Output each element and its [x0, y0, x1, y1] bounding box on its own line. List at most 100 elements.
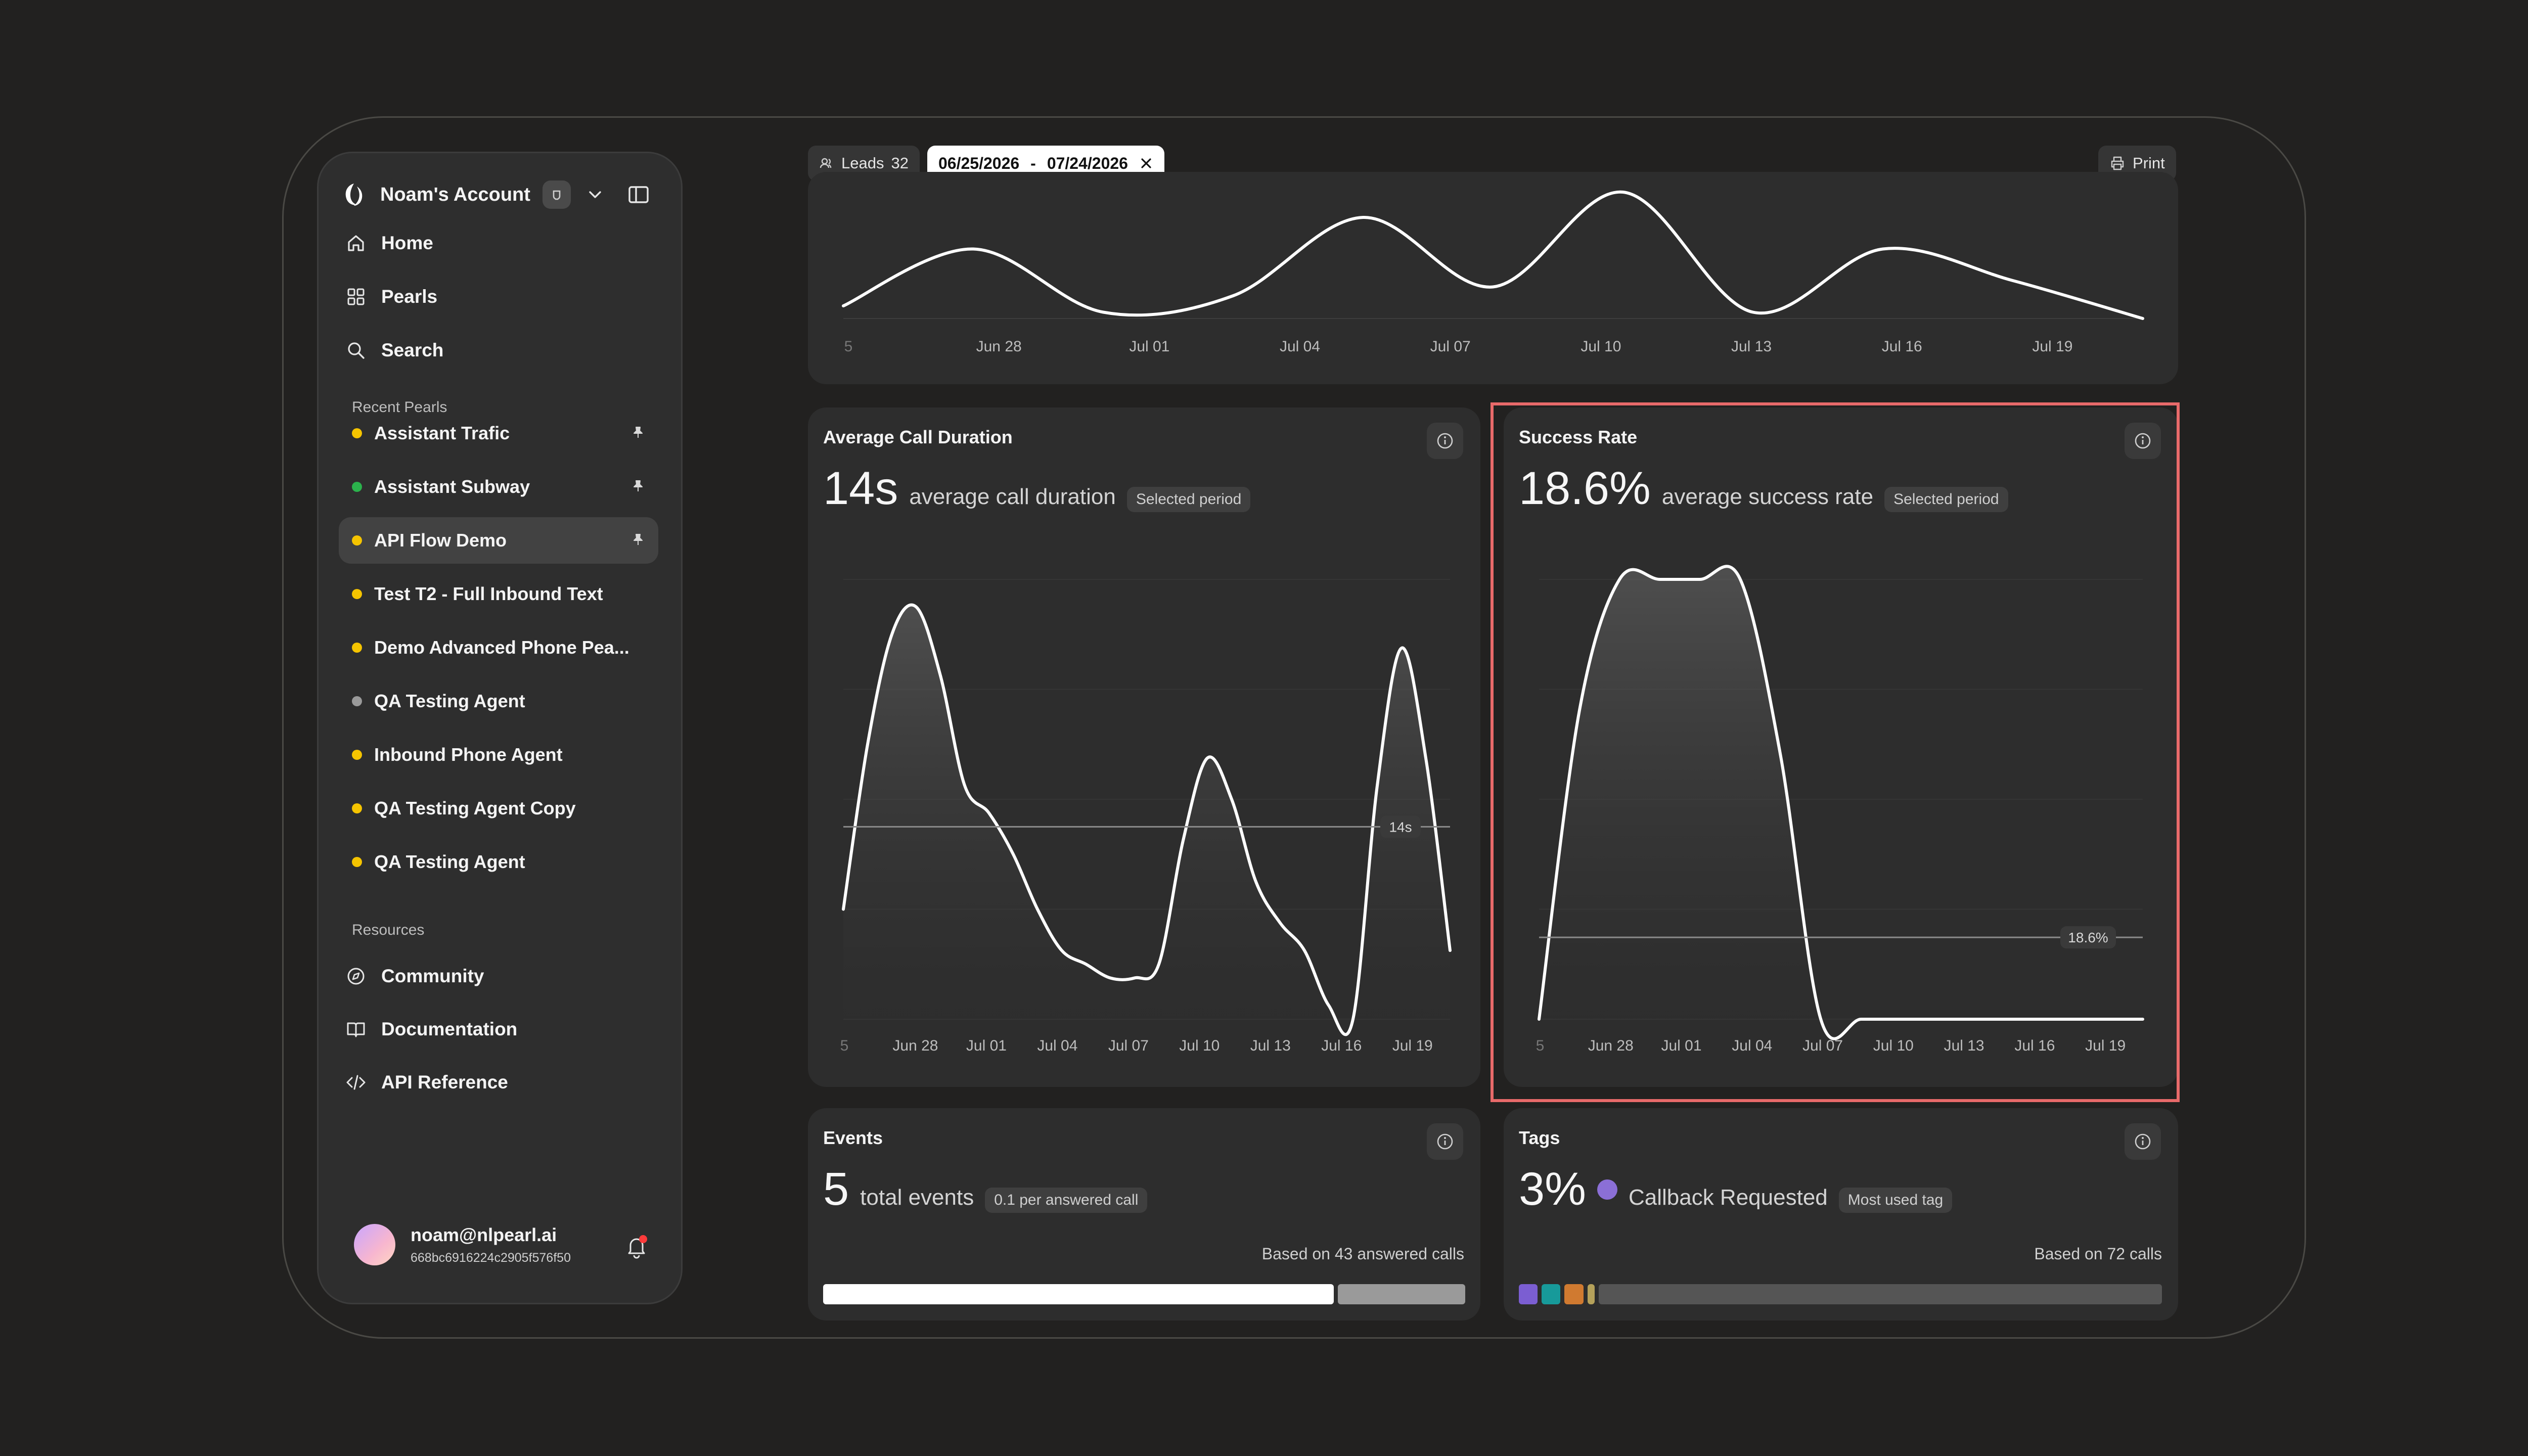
leads-count: 32 [891, 154, 909, 172]
x-tick-label: Jul 10 [1873, 1037, 1914, 1054]
code-icon [346, 1075, 366, 1090]
info-icon[interactable] [1427, 423, 1463, 459]
tags-card: Tags 3% Callback Requested Most used tag… [1504, 1108, 2178, 1321]
x-tick-label: Jul 19 [2032, 338, 2072, 355]
tags-bar-remainder [1599, 1284, 2162, 1304]
sidebar-pearl-item[interactable]: Assistant Subway [339, 464, 658, 510]
nav-documentation[interactable]: Documentation [345, 1014, 517, 1044]
sidebar-pearl-item[interactable]: Assistant Trafic [339, 410, 658, 457]
reference-label: 18.6% [2068, 930, 2108, 945]
leads-trend-card: 5 Jun 28 Jul 01 Jul 04 Jul 07 Jul 10 Jul 13 Jul… [808, 172, 2178, 384]
x-tick-label: Jul 19 [2085, 1037, 2126, 1054]
tag-color-dot [1597, 1179, 1617, 1200]
status-dot [352, 428, 362, 438]
pin-icon[interactable] [631, 479, 645, 493]
nav-search-label: Search [381, 340, 444, 360]
nav-pearls[interactable]: Pearls [345, 282, 437, 312]
x-tick-label: Jun 28 [976, 338, 1022, 355]
print-label: Print [2133, 154, 2165, 172]
pearl-label: Assistant Trafic [374, 423, 510, 443]
pearl-label: Assistant Subway [374, 476, 530, 497]
reference-label-bg [2060, 926, 2116, 949]
date-separator: - [1030, 154, 1036, 172]
avatar [354, 1224, 395, 1265]
pearl-label: QA Testing Agent [374, 851, 525, 872]
users-icon [820, 158, 832, 168]
x-tick-label: Jul 04 [1280, 338, 1320, 355]
nav-search[interactable]: Search [345, 335, 443, 366]
nav-documentation-label: Documentation [381, 1019, 518, 1039]
sidebar-toggle-icon[interactable] [626, 183, 651, 207]
reference-label-bg [1380, 815, 1421, 838]
events-pill: 0.1 per answered call [985, 1188, 1148, 1213]
nav-home[interactable]: Home [345, 228, 433, 258]
sidebar-pearl-item[interactable]: QA Testing Agent [339, 839, 658, 885]
success-rate-desc: average success rate [1661, 484, 1874, 509]
x-tick-label: Jul 07 [1430, 338, 1471, 355]
avg-duration-title: Average Call Duration [823, 427, 1013, 447]
nav-api-reference[interactable]: API Reference [345, 1067, 508, 1098]
x-tick-label: Jul 13 [1944, 1037, 1984, 1054]
status-dot [352, 696, 362, 706]
recent-pearls-heading: Recent Pearls [352, 399, 447, 416]
notification-bell-icon[interactable] [623, 1233, 650, 1260]
avg-duration-desc: average call duration [909, 484, 1116, 509]
success-rate-chart: 18.6% 5 Jun 28 Jul 01 Jul 04 Jul 07 Jul 10 Jul … [1536, 565, 2144, 1054]
user-profile[interactable]: noam@nlpearl.ai 668bc6916224c2905f576f50 [354, 1224, 571, 1265]
tags-based-on: Based on 72 calls [2034, 1245, 2162, 1263]
info-icon[interactable] [2125, 1123, 2161, 1160]
pearl-label: API Flow Demo [374, 530, 507, 551]
sidebar: Noam's Account Home Pearls Search Recent… [317, 152, 683, 1304]
nav-pearls-label: Pearls [381, 286, 438, 307]
events-title: Events [823, 1127, 883, 1148]
date-from: 06/25/2026 [938, 154, 1020, 172]
x-tick-label: Jun 28 [1588, 1037, 1634, 1054]
tags-bar-segment [1564, 1284, 1584, 1304]
x-tick-label: Jul 13 [1250, 1037, 1291, 1054]
pearl-label: QA Testing Agent [374, 691, 525, 711]
account-badge-icon [542, 180, 571, 209]
nav-community[interactable]: Community [345, 961, 484, 991]
x-tick-label: Jul 04 [1732, 1037, 1772, 1054]
success-rate-card: Success Rate 18.6% average success rate … [1504, 407, 2178, 1087]
leads-label: Leads [841, 154, 884, 172]
tags-bar [1519, 1284, 2162, 1304]
pearl-logo-icon [345, 184, 363, 206]
pin-icon[interactable] [631, 532, 645, 547]
sidebar-pearl-item[interactable]: QA Testing Agent [339, 678, 658, 724]
close-icon[interactable] [1139, 156, 1153, 170]
x-tick-label: Jul 16 [1321, 1037, 1362, 1054]
sidebar-pearl-item[interactable]: Demo Advanced Phone Pea... [339, 624, 658, 671]
tags-title: Tags [1519, 1127, 1560, 1148]
info-icon[interactable] [1427, 1123, 1463, 1160]
account-switcher[interactable]: Noam's Account [340, 175, 604, 214]
events-desc: total events [860, 1185, 974, 1210]
search-icon [348, 342, 365, 359]
x-tick-label: Jul 10 [1581, 338, 1621, 355]
x-tick-label: Jul 16 [1882, 338, 1922, 355]
chevron-down-icon[interactable] [586, 186, 604, 204]
tags-value: 3% [1519, 1163, 1586, 1215]
events-bar-segment [823, 1284, 1334, 1304]
x-tick-label: Jul 04 [1037, 1037, 1077, 1054]
pearl-label: QA Testing Agent Copy [374, 798, 576, 818]
info-icon[interactable] [2125, 423, 2161, 459]
x-tick-label: Jun 28 [892, 1037, 938, 1054]
events-card: Events 5 total events 0.1 per answered c… [808, 1108, 1480, 1321]
sidebar-pearl-item[interactable]: Inbound Phone Agent [339, 732, 658, 778]
series-line [1538, 565, 2144, 1040]
pearl-label: Demo Advanced Phone Pea... [374, 637, 629, 658]
pin-icon[interactable] [631, 425, 645, 439]
leads-trend-chart: 5 Jun 28 Jul 01 Jul 04 Jul 07 Jul 10 Jul 13 Jul… [842, 190, 2144, 355]
resources-heading: Resources [352, 922, 425, 938]
sidebar-pearl-item[interactable]: API Flow Demo [339, 517, 658, 564]
nav-community-label: Community [381, 966, 484, 986]
x-tick-label: Jul 01 [1129, 338, 1169, 355]
sidebar-pearl-item[interactable]: QA Testing Agent Copy [339, 785, 658, 832]
avg-duration-value: 14s [823, 463, 898, 514]
user-email: noam@nlpearl.ai [411, 1224, 557, 1245]
reference-label: 14s [1389, 819, 1412, 835]
x-tick-label: 5 [1536, 1037, 1545, 1054]
series-area [843, 605, 1450, 1035]
sidebar-pearl-item[interactable]: Test T2 - Full Inbound Text [339, 571, 658, 617]
